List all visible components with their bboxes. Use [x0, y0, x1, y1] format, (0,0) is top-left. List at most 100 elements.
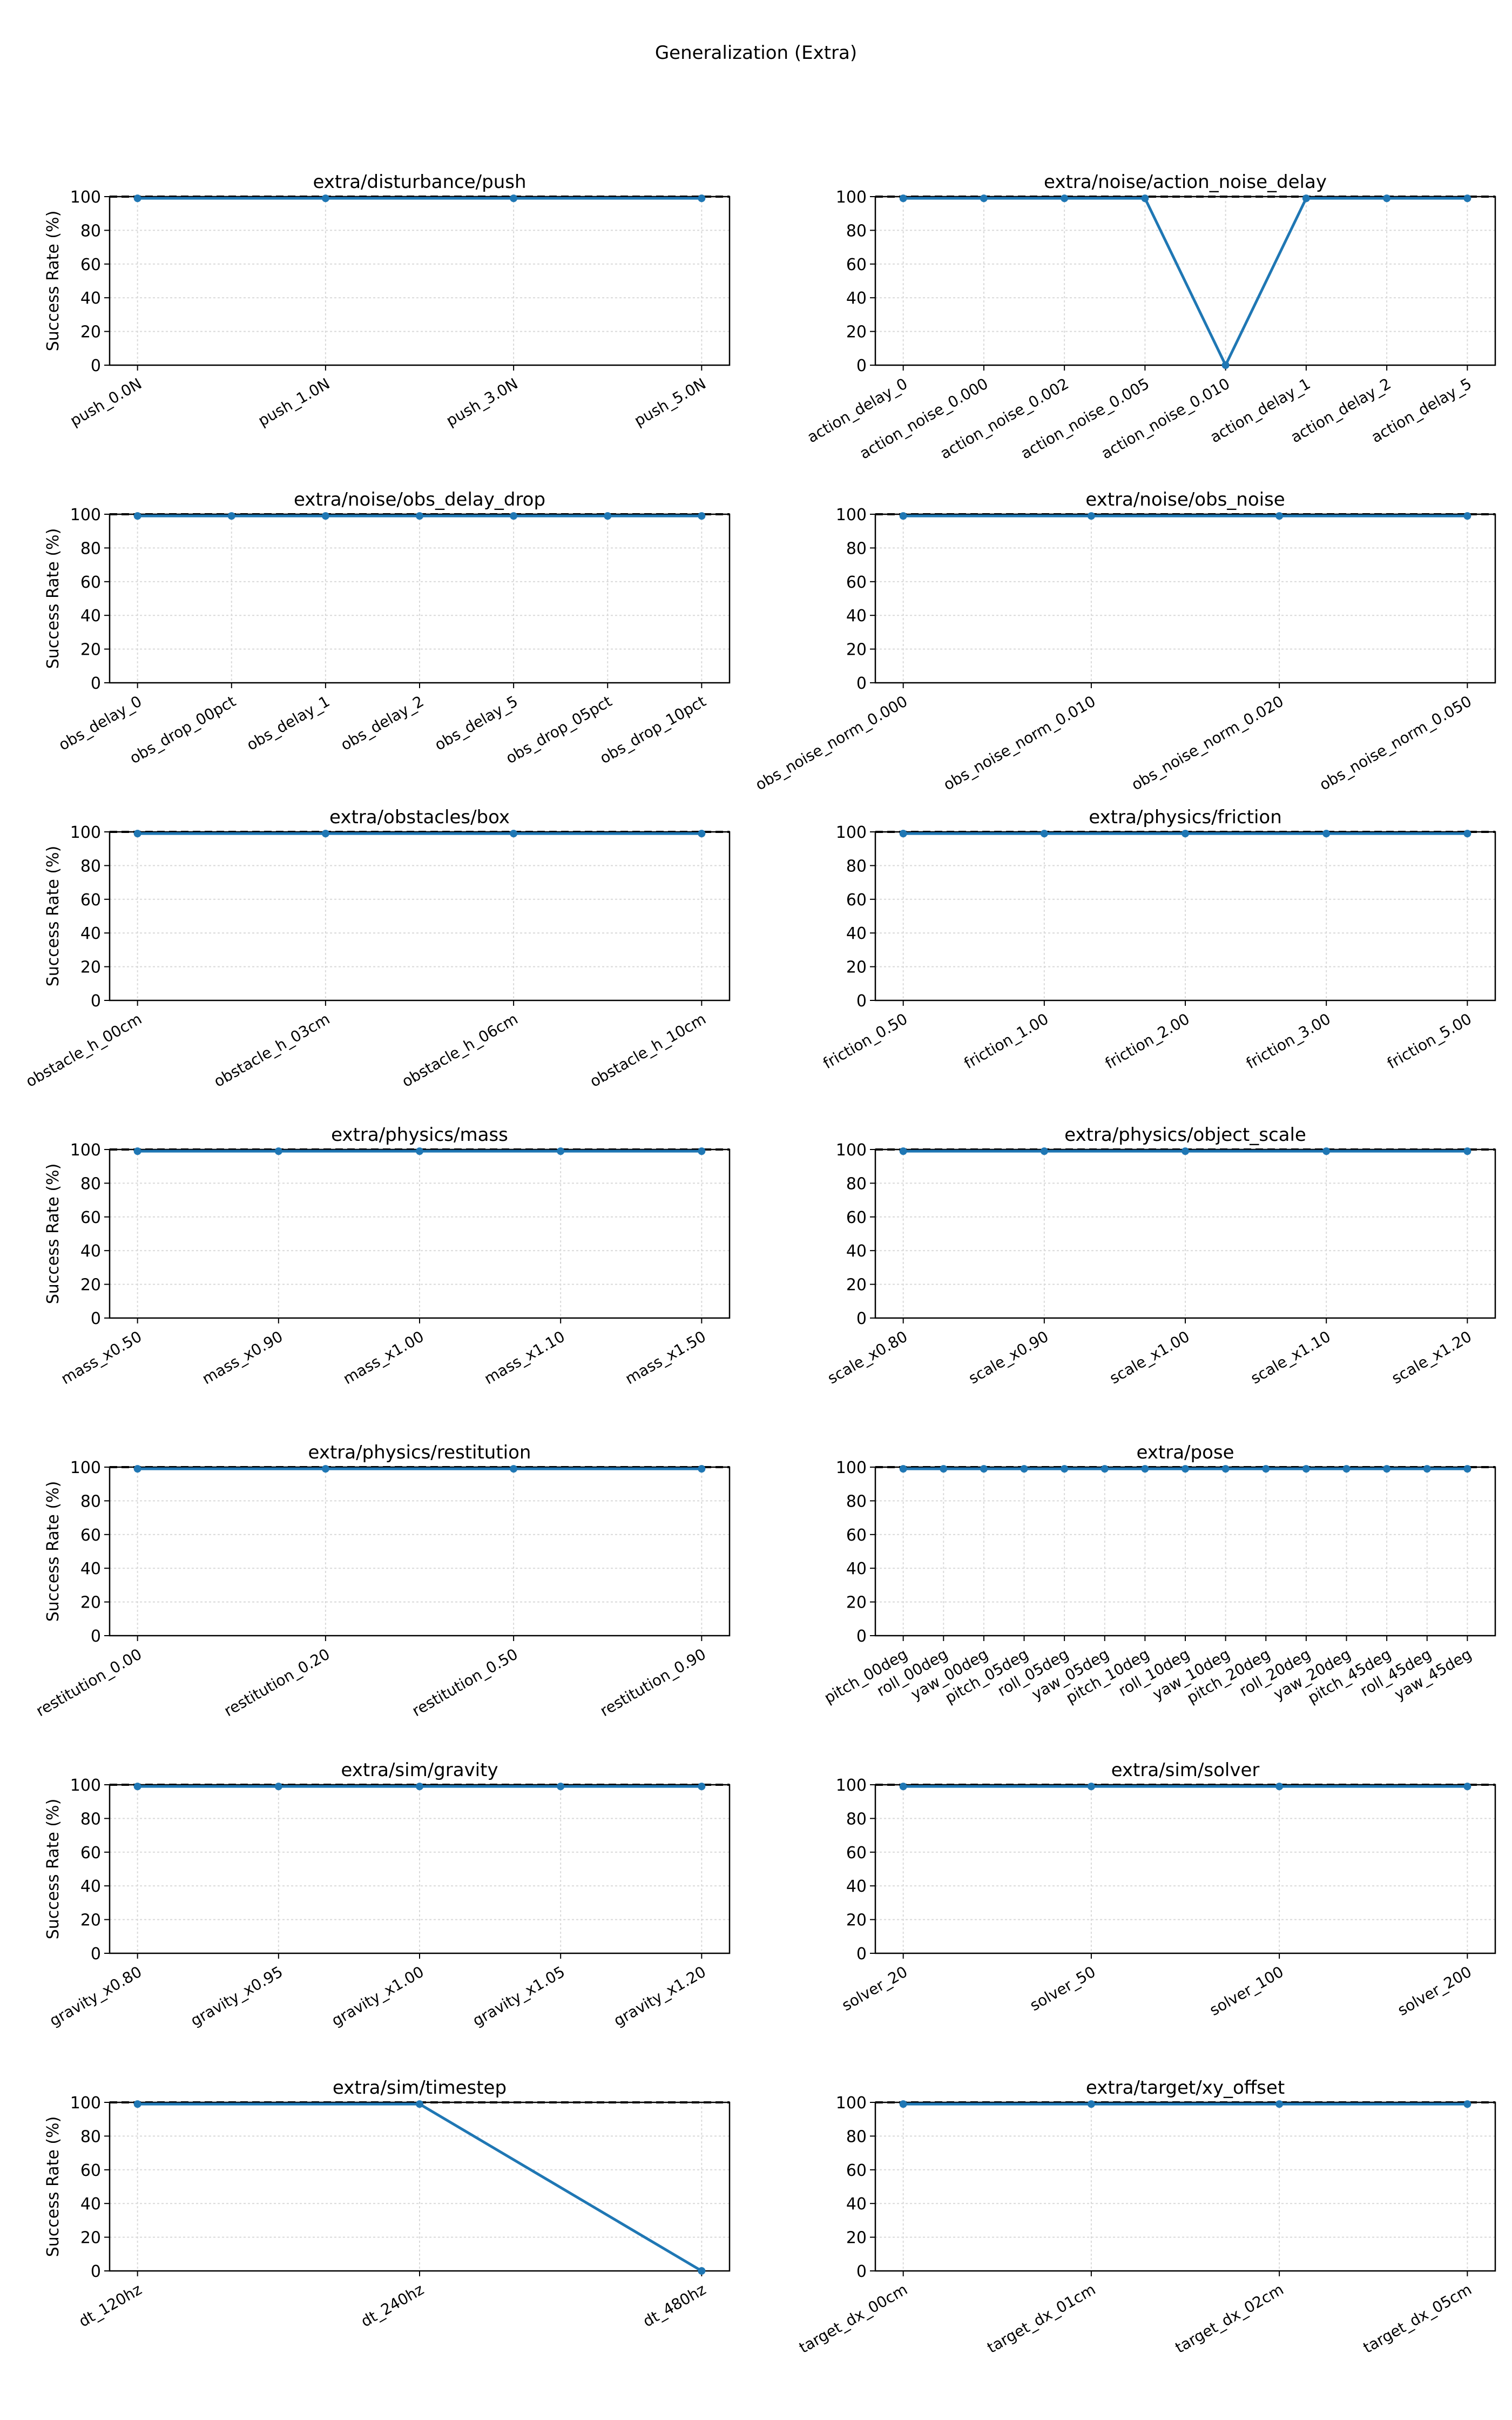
chart-panel-4: 0 20 40 60 80 100 obs_noise_norm_0.000 obs_nois…: [752, 489, 1496, 794]
data-point-0: [133, 194, 141, 203]
y-tick-label-5: 100: [836, 1776, 867, 1795]
y-tick-label-1: 20: [846, 1594, 867, 1612]
chart-panel-9: 0 20 40 60 80 100 restitution_0.00 restitution_…: [33, 1442, 731, 1720]
x-tick-label-3: push_5.0N: [631, 374, 709, 429]
x-tick-label-0: mass_x0.50: [58, 1327, 145, 1388]
x-tick-label-0: restitution_0.00: [33, 1645, 145, 1720]
data-point-0: [133, 1147, 141, 1155]
chart-title: extra/noise/obs_noise: [1085, 489, 1285, 510]
data-point-4: [1061, 1465, 1069, 1473]
x-tick-label-2: friction_2.00: [1102, 1010, 1193, 1072]
data-point-1: [1040, 830, 1048, 838]
series-line: [903, 197, 1468, 368]
chart-title: extra/physics/mass: [331, 1124, 508, 1146]
x-tick-label-2: dt_480hz: [640, 2280, 709, 2330]
y-tick-label-4: 80: [80, 221, 101, 240]
y-tick-label-0: 0: [856, 1945, 867, 1964]
x-tick-label-3: friction_3.00: [1243, 1010, 1334, 1072]
data-point-7: [1463, 194, 1472, 203]
y-tick-label-4: 80: [80, 2127, 101, 2146]
y-tick-label-3: 60: [80, 2161, 101, 2180]
x-tick-label-2: mass_x1.00: [340, 1327, 427, 1388]
chart-title: extra/sim/gravity: [341, 1759, 498, 1781]
y-tick-label-0: 0: [856, 1627, 867, 1646]
y-tick-label-4: 80: [80, 1174, 101, 1193]
y-tick-label-2: 40: [846, 924, 867, 943]
x-tick-label-0: solver_20: [839, 1962, 910, 2014]
figure-title: Generalization (Extra): [654, 42, 858, 64]
y-tick-label-0: 0: [856, 2262, 867, 2281]
plot-frame: [874, 2101, 1496, 2272]
x-tick-label-2: push_3.0N: [443, 374, 521, 429]
y-tick-label-3: 60: [846, 891, 867, 910]
chart-panel-5: 0 20 40 60 80 100 obstacle_h_00cm obstacle_h_03…: [23, 806, 731, 1091]
y-tick-label-2: 40: [80, 1242, 101, 1261]
y-tick-label-4: 80: [80, 1492, 101, 1511]
y-tick-label-1: 20: [80, 1276, 101, 1295]
chart-title: extra/physics/restitution: [308, 1442, 531, 1463]
data-point-11: [1342, 1465, 1351, 1473]
data-point-1: [980, 194, 988, 203]
x-tick-label-5: obs_drop_05pct: [503, 692, 615, 767]
x-tick-label-1: obs_noise_norm_0.010: [940, 692, 1098, 794]
y-tick-label-4: 80: [80, 539, 101, 558]
chart-title: extra/physics/object_scale: [1064, 1124, 1306, 1146]
y-tick-label-2: 40: [80, 1559, 101, 1578]
chart-title: extra/physics/friction: [1089, 806, 1282, 828]
plot-frame: [109, 196, 731, 366]
data-point-3: [698, 830, 706, 838]
x-tick-label-3: restitution_0.90: [597, 1645, 709, 1720]
y-tick-label-0: 0: [856, 1309, 867, 1328]
data-point-2: [321, 512, 329, 520]
chart-panel-2: 020406080100action_delay_0action_noise_0…: [804, 171, 1496, 462]
data-point-1: [416, 2100, 423, 2108]
data-point-5: [1302, 194, 1310, 203]
data-point-1: [321, 194, 329, 203]
y-axis-label: Success Rate (%): [44, 211, 63, 352]
data-point-4: [1463, 1147, 1472, 1155]
x-tick-label-6: obs_drop_10pct: [597, 692, 709, 767]
y-tick-label-5: 100: [70, 188, 101, 207]
y-tick-label-0: 0: [856, 674, 867, 693]
chart-panel-11: 0 20 40 60 80 100 gravity_x0.80 gravity_x0.95 gr…: [44, 1759, 731, 2030]
x-tick-label-3: obs_delay_2: [338, 692, 427, 754]
x-tick-label-1: action_noise_0.000: [856, 374, 991, 462]
y-tick-label-3: 60: [846, 1208, 867, 1227]
data-point-2: [980, 1465, 988, 1473]
x-tick-label-2: obstacle_h_06cm: [399, 1010, 521, 1091]
y-tick-label-1: 20: [80, 1594, 101, 1612]
y-tick-label-3: 60: [80, 256, 101, 274]
data-point-5: [1101, 1465, 1109, 1473]
x-tick-label-3: solver_200: [1394, 1962, 1474, 2019]
y-tick-label-2: 40: [846, 289, 867, 308]
y-tick-label-4: 80: [846, 857, 867, 876]
chart-title: extra/pose: [1136, 1442, 1234, 1463]
data-point-2: [1275, 512, 1284, 520]
x-tick-label-1: solver_50: [1027, 1962, 1098, 2014]
data-point-3: [698, 194, 706, 203]
x-tick-label-2: gravity_x1.00: [328, 1962, 427, 2029]
y-tick-label-1: 20: [846, 958, 867, 977]
x-tick-label-4: scale_x1.20: [1388, 1327, 1474, 1387]
y-axis-label: Success Rate (%): [44, 1164, 63, 1305]
data-point-4: [698, 1783, 706, 1791]
data-point-0: [133, 2100, 141, 2108]
data-point-0: [899, 1465, 907, 1473]
x-tick-label-4: friction_5.00: [1384, 1010, 1475, 1072]
y-tick-label-3: 60: [80, 1208, 101, 1227]
y-tick-label-4: 80: [846, 221, 867, 240]
x-tick-label-3: scale_x1.10: [1247, 1327, 1333, 1387]
data-point-0: [899, 1783, 907, 1791]
x-tick-label-3: target_dx_05cm: [1360, 2280, 1475, 2356]
y-tick-label-1: 20: [846, 2229, 867, 2248]
data-point-10: [1302, 1465, 1310, 1473]
x-tick-label-1: restitution_0.20: [221, 1645, 333, 1720]
data-point-7: [1182, 1465, 1189, 1473]
x-tick-label-2: solver_100: [1206, 1962, 1286, 2019]
data-point-2: [1182, 830, 1189, 838]
x-tick-label-2: action_noise_0.002: [937, 374, 1071, 462]
data-point-8: [1221, 1465, 1230, 1473]
y-tick-label-4: 80: [846, 1492, 867, 1511]
chart-panel-12: 0 20 40 60 80 100 solver_20 solver_50 solver_100…: [836, 1759, 1496, 2019]
y-tick-label-5: 100: [70, 1141, 101, 1160]
